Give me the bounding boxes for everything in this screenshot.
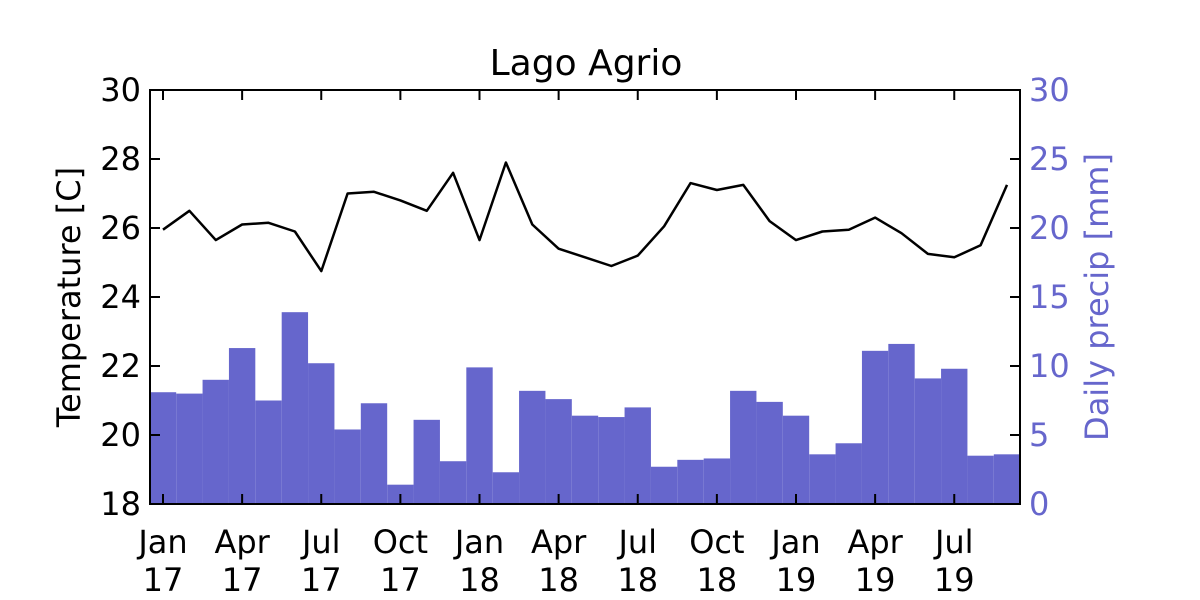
precip-bar <box>492 472 520 504</box>
precip-bar <box>677 459 704 504</box>
left-tick-label: 20 <box>100 416 141 454</box>
precip-bar <box>228 348 256 504</box>
precip-bar <box>413 419 440 504</box>
precip-bar <box>439 461 467 504</box>
precip-bar <box>202 379 229 504</box>
left-tick-label: 18 <box>100 485 141 523</box>
precip-bar <box>914 378 942 504</box>
right-axis: 0 5 10 15 20 25 30 <box>1010 71 1070 523</box>
x-tick-label: Jul 17 <box>300 523 342 599</box>
precip-bar <box>835 443 862 504</box>
x-tick-label: Jan 17 <box>136 523 187 599</box>
right-axis-label: Daily precip [mm] <box>1078 153 1116 441</box>
precip-bar <box>967 455 994 504</box>
left-axis-label: Temperature [C] <box>50 167 88 428</box>
temperature-line-group <box>162 161 1009 273</box>
precip-bar <box>308 363 335 504</box>
x-tick-label: Apr 18 <box>531 523 587 599</box>
x-tick-label: Jul 18 <box>616 523 658 599</box>
right-tick-label: 0 <box>1029 485 1049 523</box>
right-tick-label: 20 <box>1029 209 1070 247</box>
x-tick-label: Jan 18 <box>453 523 504 599</box>
right-tick-label: 10 <box>1029 347 1070 385</box>
x-tick-label: Jan 19 <box>769 523 820 599</box>
precip-bar <box>598 417 625 504</box>
precip-bar <box>360 403 388 504</box>
precip-bar <box>255 400 282 504</box>
right-tick-label: 30 <box>1029 71 1070 109</box>
x-tick-label: Oct 17 <box>373 523 428 599</box>
precip-bar <box>545 399 572 504</box>
precip-bar <box>993 454 1020 504</box>
left-tick-label: 24 <box>100 278 141 316</box>
precip-bar <box>624 407 651 504</box>
x-tick-label: Apr 19 <box>847 523 903 599</box>
precip-bar <box>650 466 678 504</box>
x-tick-label: Apr 17 <box>214 523 270 599</box>
chart-title: Lago Agrio <box>490 43 683 84</box>
precip-bar <box>176 393 203 504</box>
left-tick-label: 28 <box>100 140 141 178</box>
precip-bar <box>150 392 177 504</box>
x-tick-label: Jul 19 <box>933 523 975 599</box>
precip-bars <box>150 312 1020 504</box>
precip-bar <box>888 343 915 504</box>
precip-bar <box>861 350 889 504</box>
precip-bar <box>941 368 968 504</box>
precip-bar <box>756 401 783 504</box>
temperature-line <box>162 161 1009 273</box>
precip-bar <box>782 415 810 504</box>
right-tick-label: 5 <box>1029 416 1049 454</box>
left-tick-label: 26 <box>100 209 141 247</box>
precip-bar <box>519 390 546 504</box>
right-tick-label: 15 <box>1029 278 1070 316</box>
precip-bar <box>571 415 599 504</box>
precip-bar <box>809 454 836 504</box>
precip-bar <box>466 367 493 504</box>
x-axis: Jan 17 Apr 17 Jul 17 Oct 17 Jan 18 Apr 18 Jul 18 Oct 18… <box>136 90 975 599</box>
left-tick-label: 22 <box>100 347 141 385</box>
left-tick-label: 30 <box>100 71 141 109</box>
precip-bar <box>730 390 757 504</box>
right-tick-label: 25 <box>1029 140 1070 178</box>
precip-bar <box>281 312 309 504</box>
x-tick-label: Oct 18 <box>689 523 744 599</box>
precip-bar <box>334 429 361 504</box>
left-axis: 18 20 22 24 26 28 30 <box>100 71 160 523</box>
